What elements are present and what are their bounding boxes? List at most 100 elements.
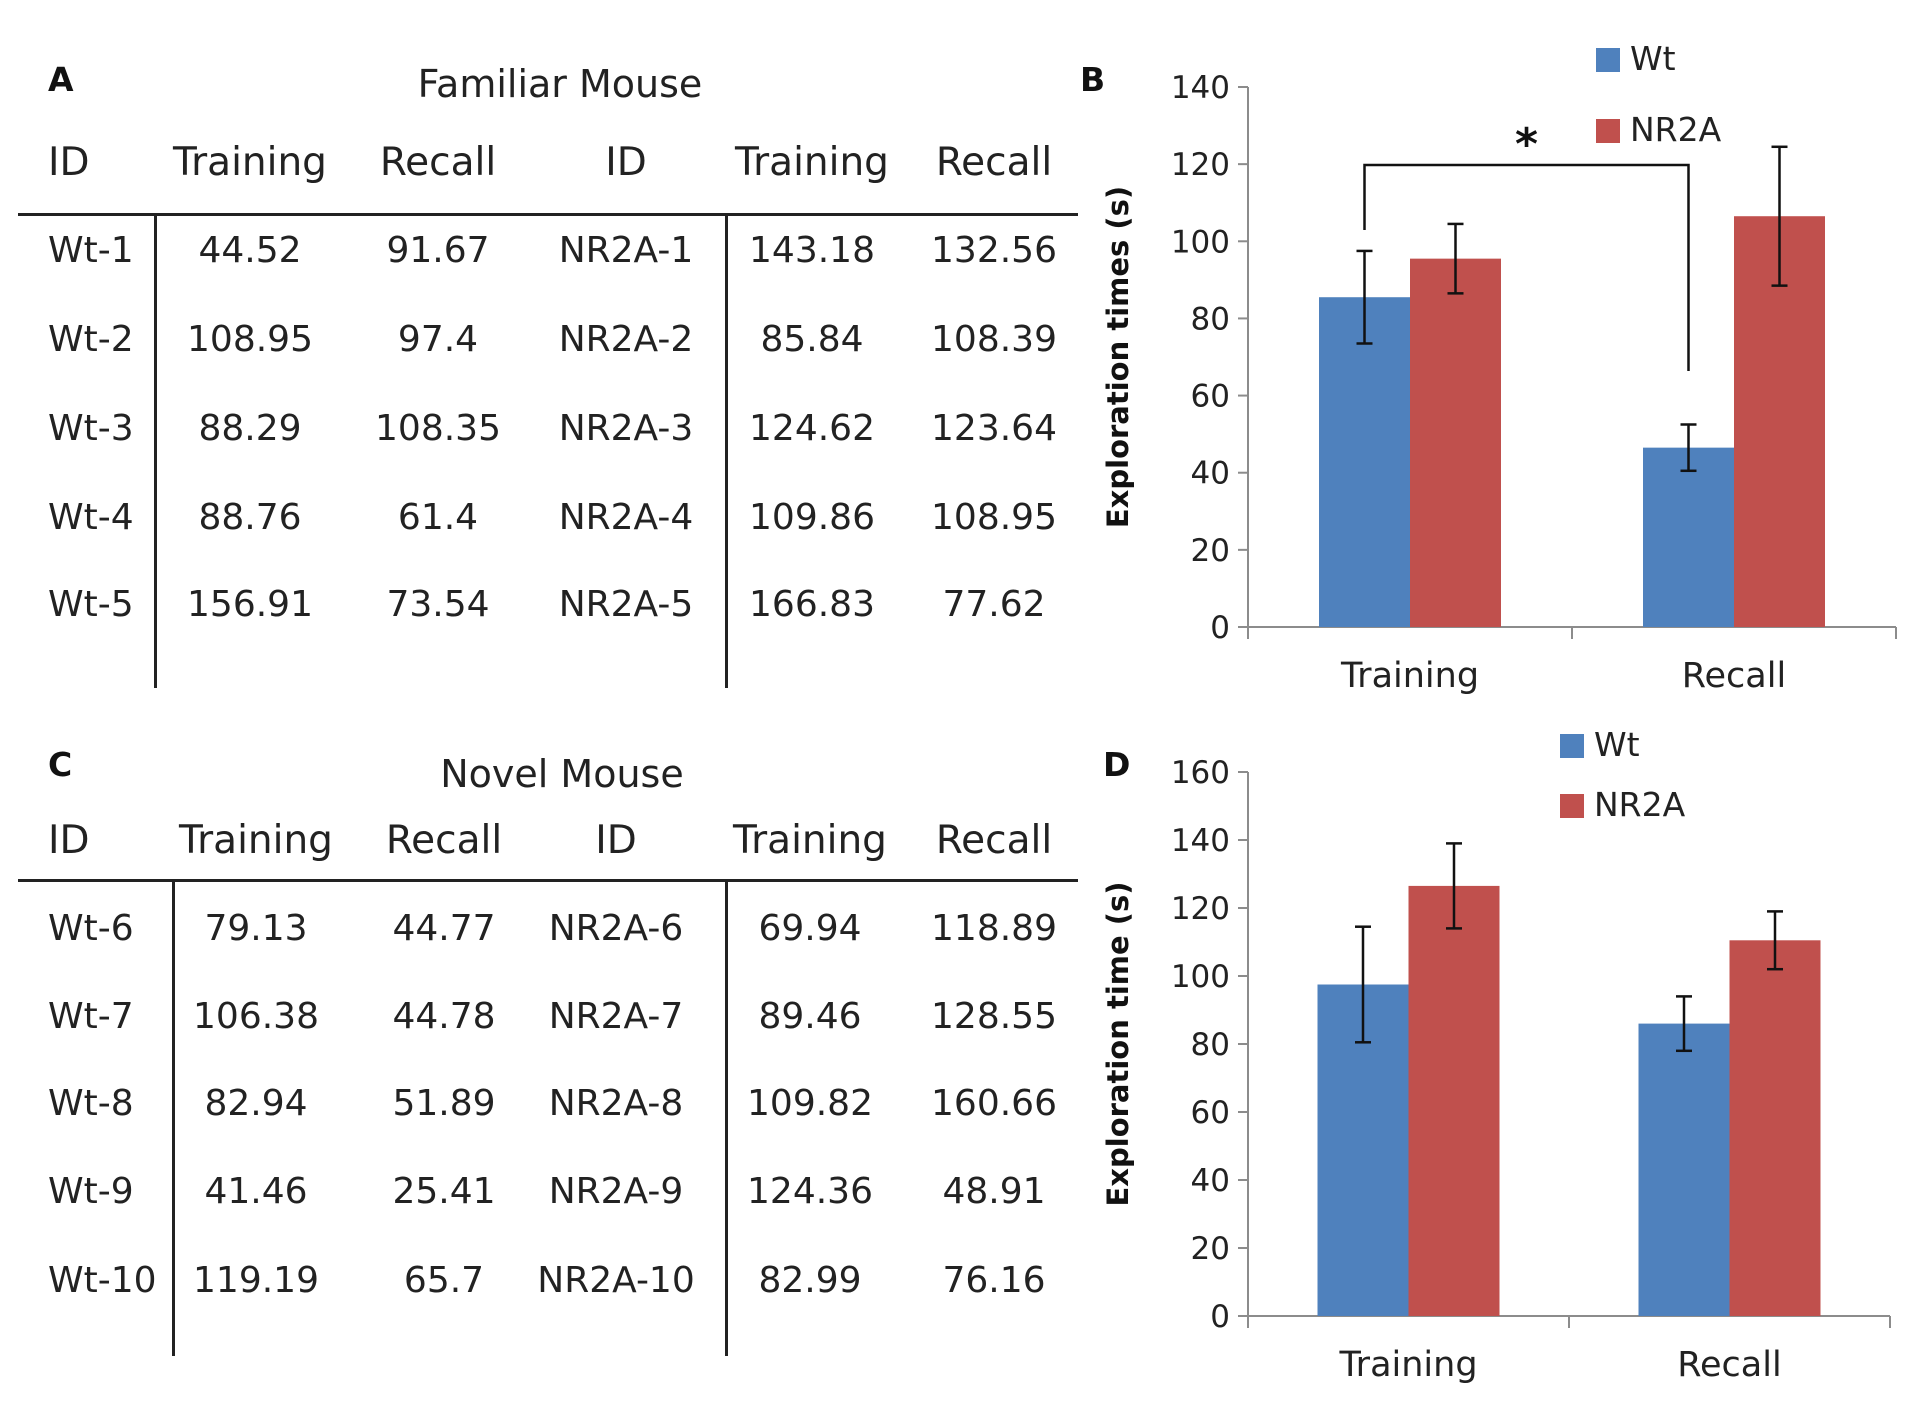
- table-cell-value: 82.99: [758, 1260, 862, 1301]
- table-cell-id: NR2A-5: [558, 584, 694, 625]
- y-tick-label: 80: [1191, 1027, 1230, 1063]
- x-category-label: Training: [1338, 1345, 1477, 1385]
- column-header: Recall: [385, 818, 503, 863]
- table-cell-id: Wt-3: [48, 408, 134, 449]
- panel-label-c: C: [48, 745, 73, 784]
- column-header: ID: [48, 818, 90, 863]
- table-cell-value: 109.86: [749, 497, 875, 538]
- table-cell-id: Wt-8: [48, 1083, 134, 1124]
- y-tick-label: 140: [1171, 70, 1230, 106]
- table-cell-value: 85.84: [760, 319, 864, 360]
- table-cell-value: 108.95: [931, 497, 1057, 538]
- table-cell-id: Wt-9: [48, 1171, 134, 1212]
- bar-nr2a-training: [1408, 885, 1500, 1316]
- bar-chart-b: 0 20 40 60 80 100 120 140 Training Recall Explorat…: [1101, 39, 1897, 696]
- table-cell-value: 88.76: [198, 497, 302, 538]
- y-tick-label: 20: [1191, 1231, 1230, 1267]
- table-cell-value: 109.82: [747, 1083, 873, 1124]
- table-cell-value: 89.46: [758, 996, 862, 1037]
- table-cell-id: NR2A-9: [548, 1171, 684, 1212]
- legend-swatch-nr2a: [1596, 119, 1620, 143]
- table-header-rule: [18, 213, 1078, 216]
- table-cell-id: NR2A-4: [558, 497, 694, 538]
- y-tick-label: 140: [1171, 823, 1230, 859]
- table-cell-id: NR2A-10: [537, 1260, 695, 1301]
- table-cell-id: NR2A-8: [548, 1083, 684, 1124]
- bar-nr2a-training: [1410, 258, 1501, 627]
- column-header: Recall: [379, 140, 497, 185]
- table-cell-id: Wt-4: [48, 497, 134, 538]
- bar-nr2a-recall: [1729, 940, 1821, 1316]
- table-cell-value: 124.36: [747, 1171, 873, 1212]
- panel-label-b: B: [1080, 60, 1106, 99]
- y-axis-label: Exploration time (s): [1101, 881, 1135, 1206]
- y-tick-label: 20: [1191, 533, 1230, 569]
- table-title: Novel Mouse: [440, 752, 684, 796]
- y-tick-label: 80: [1191, 301, 1230, 337]
- y-tick-label: 40: [1191, 1163, 1230, 1199]
- legend-swatch-nr2a: [1560, 794, 1584, 818]
- table-cell-id: NR2A-2: [558, 319, 694, 360]
- table-cell-id: Wt-5: [48, 584, 134, 625]
- column-header: ID: [605, 140, 647, 185]
- column-header: ID: [48, 140, 90, 185]
- table-cell-id: NR2A-1: [558, 230, 694, 271]
- table-cell-value: 48.91: [942, 1171, 1046, 1212]
- table-cell-value: 160.66: [931, 1083, 1057, 1124]
- table-cell-id: Wt-1: [48, 230, 134, 271]
- panel-label-d: D: [1103, 745, 1131, 784]
- table-cell-value: 91.67: [386, 230, 490, 271]
- legend-label: NR2A: [1594, 785, 1686, 824]
- significance-asterisk: *: [1515, 119, 1538, 170]
- table-cell-value: 166.83: [749, 584, 875, 625]
- column-header: Training: [733, 818, 887, 863]
- table-cell-value: 106.38: [193, 996, 319, 1037]
- table-cell-id: NR2A-7: [548, 996, 684, 1037]
- table-cell-value: 69.94: [758, 908, 862, 949]
- table-cell-value: 65.7: [403, 1260, 485, 1301]
- table-cell-id: Wt-2: [48, 319, 134, 360]
- bar-chart-d: 0 20 40 60 80 100 120 140 160 Training Recall Explo…: [1101, 725, 1891, 1385]
- column-header: Recall: [935, 818, 1053, 863]
- y-tick-label: 120: [1171, 147, 1230, 183]
- table-cell-value: 44.77: [392, 908, 496, 949]
- table-cell-value: 156.91: [187, 584, 313, 625]
- x-category-label: Recall: [1682, 656, 1786, 696]
- table-cell-value: 44.78: [392, 996, 496, 1037]
- legend-swatch-wt: [1560, 734, 1584, 758]
- table-cell-value: 25.41: [392, 1171, 496, 1212]
- x-category-label: Recall: [1677, 1345, 1781, 1385]
- table-cell-value: 76.16: [942, 1260, 1046, 1301]
- y-tick-label: 100: [1171, 224, 1230, 260]
- legend-label: Wt: [1630, 39, 1676, 78]
- table-cell-value: 41.46: [204, 1171, 308, 1212]
- column-header: ID: [595, 818, 637, 863]
- table-cell-value: 51.89: [392, 1083, 496, 1124]
- table-cell-id: NR2A-6: [548, 908, 684, 949]
- table-cell-value: 124.62: [749, 408, 875, 449]
- table-cell-value: 128.55: [931, 996, 1057, 1037]
- table-cell-value: 108.95: [187, 319, 313, 360]
- legend-swatch-wt: [1596, 48, 1620, 72]
- x-category-label: Training: [1340, 656, 1479, 696]
- panel-label-a: A: [48, 60, 74, 99]
- table-title: Familiar Mouse: [417, 62, 703, 106]
- y-tick-label: 40: [1191, 456, 1230, 492]
- y-tick-label: 120: [1171, 891, 1230, 927]
- y-tick-label: 160: [1171, 755, 1230, 791]
- table-column-divider: [172, 882, 175, 1356]
- y-tick-label: 100: [1171, 959, 1230, 995]
- legend-label: Wt: [1594, 725, 1640, 764]
- table-cell-id: Wt-7: [48, 996, 134, 1037]
- column-header: Training: [179, 818, 333, 863]
- table-cell-value: 61.4: [397, 497, 479, 538]
- table-cell-value: 88.29: [198, 408, 302, 449]
- column-header: Recall: [935, 140, 1053, 185]
- table-cell-value: 77.62: [942, 584, 1046, 625]
- bar-wt-recall: [1638, 1023, 1730, 1316]
- table-cell-value: 123.64: [931, 408, 1057, 449]
- table-cell-value: 132.56: [931, 230, 1057, 271]
- table-cell-value: 108.39: [931, 319, 1057, 360]
- bar-wt-training: [1319, 297, 1410, 627]
